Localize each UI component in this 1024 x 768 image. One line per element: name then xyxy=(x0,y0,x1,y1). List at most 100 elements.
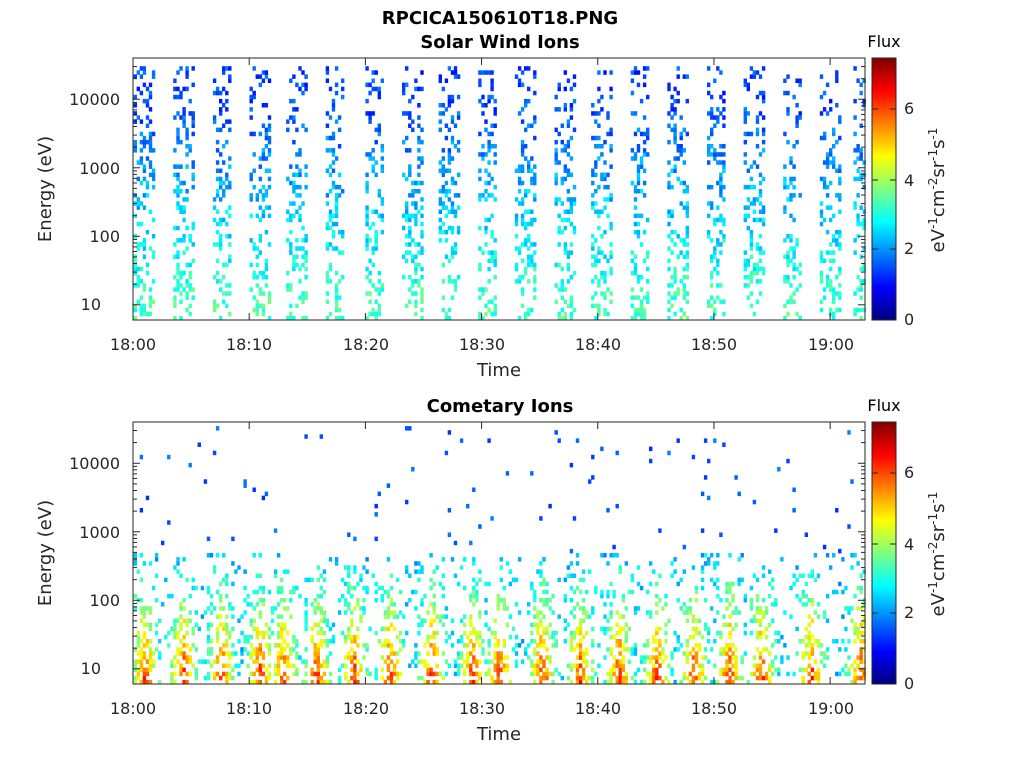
heatmap-cell xyxy=(542,671,546,677)
heatmap-cell xyxy=(402,275,406,280)
heatmap-cell xyxy=(142,98,147,104)
heatmap-cell xyxy=(713,663,717,668)
heatmap-cell xyxy=(798,82,802,88)
heatmap-cell xyxy=(575,438,580,443)
heatmap-cell xyxy=(188,593,192,599)
heatmap-cell xyxy=(353,651,357,656)
heatmap-cell xyxy=(417,209,421,214)
heatmap-cell xyxy=(789,283,793,288)
heatmap-cell xyxy=(679,307,683,313)
heatmap-cell xyxy=(795,311,799,317)
heatmap-cell xyxy=(508,581,513,587)
heatmap-cell xyxy=(691,614,696,619)
heatmap-cell xyxy=(768,569,772,574)
heatmap-cell xyxy=(148,561,153,566)
heatmap-cell xyxy=(481,193,485,198)
heatmap-cell xyxy=(722,144,726,149)
heatmap-cell xyxy=(600,593,604,599)
heatmap-cell xyxy=(594,254,598,259)
heatmap-cell xyxy=(716,630,720,636)
heatmap-cell xyxy=(621,647,625,652)
heatmap-cell xyxy=(795,266,799,272)
heatmap-cell xyxy=(853,98,857,104)
heatmap-cell xyxy=(566,279,571,284)
heatmap-cell xyxy=(402,172,406,178)
heatmap-cell xyxy=(804,593,808,599)
heatmap-cell xyxy=(795,242,799,247)
heatmap-cell xyxy=(267,651,272,656)
heatmap-cell xyxy=(481,315,485,321)
heatmap-cell xyxy=(591,303,595,309)
heatmap-cell xyxy=(490,82,494,88)
heatmap-cell xyxy=(835,589,839,595)
heatmap-cell xyxy=(603,630,607,636)
heatmap-cell xyxy=(722,622,726,628)
heatmap-cell xyxy=(188,462,192,468)
heatmap-cell xyxy=(758,189,763,194)
heatmap-cell xyxy=(191,258,195,264)
heatmap-cell xyxy=(557,131,561,137)
heatmap-cell xyxy=(185,135,189,141)
heatmap-cell xyxy=(758,610,763,615)
heatmap-cell xyxy=(270,618,275,623)
heatmap-cell xyxy=(194,667,198,673)
heatmap-cell xyxy=(261,663,266,668)
heatmap-cell xyxy=(255,626,259,632)
heatmap-cell xyxy=(392,610,397,615)
heatmap-cell xyxy=(365,209,369,214)
heatmap-cell xyxy=(819,201,824,206)
heatmap-cell xyxy=(588,569,592,574)
heatmap-cell xyxy=(749,585,754,591)
heatmap-cell xyxy=(838,234,842,239)
heatmap-cell xyxy=(301,90,305,96)
heatmap-cell xyxy=(405,82,409,88)
heatmap-cell xyxy=(280,643,284,648)
heatmap-cell xyxy=(618,630,622,636)
heatmap-cell xyxy=(566,172,571,178)
heatmap-cell xyxy=(520,213,525,219)
heatmap-cell xyxy=(642,180,647,186)
heatmap-cell xyxy=(240,614,244,619)
heatmap-cell xyxy=(222,262,226,268)
heatmap-cell xyxy=(478,246,482,251)
heatmap-cell xyxy=(481,287,485,292)
heatmap-cell xyxy=(630,156,635,161)
heatmap-cell xyxy=(136,246,140,251)
heatmap-cell xyxy=(222,291,226,296)
heatmap-cell xyxy=(209,593,214,599)
heatmap-cell xyxy=(453,144,458,149)
heatmap-cell xyxy=(344,663,348,668)
heatmap-cell xyxy=(286,659,290,664)
heatmap-cell xyxy=(270,606,275,611)
heatmap-cell xyxy=(295,209,299,214)
heatmap-cell xyxy=(606,184,610,190)
heatmap-cell xyxy=(768,593,772,599)
heatmap-cell xyxy=(609,679,613,685)
heatmap-cell xyxy=(829,283,833,288)
heatmap-cell xyxy=(594,160,598,165)
heatmap-cell xyxy=(359,573,363,578)
heatmap-cell xyxy=(292,647,296,652)
heatmap-cell xyxy=(463,557,467,562)
heatmap-cell xyxy=(597,643,601,648)
heatmap-cell xyxy=(194,585,198,591)
heatmap-cell xyxy=(191,123,195,128)
heatmap-cell xyxy=(859,90,863,96)
heatmap-cell xyxy=(337,172,342,178)
heatmap-cell xyxy=(405,258,409,264)
heatmap-cell xyxy=(475,634,479,640)
heatmap-cell xyxy=(176,647,180,652)
heatmap-cell xyxy=(261,197,266,202)
heatmap-cell xyxy=(151,168,156,173)
heatmap-cell xyxy=(276,667,281,673)
heatmap-cell xyxy=(292,98,296,104)
heatmap-cell xyxy=(148,164,153,169)
heatmap-cell xyxy=(493,238,497,243)
heatmap-cell xyxy=(475,663,479,668)
heatmap-cell xyxy=(768,679,772,685)
heatmap-cell xyxy=(374,287,378,292)
heatmap-cell xyxy=(197,442,201,447)
heatmap-cell xyxy=(139,679,144,685)
heatmap-cell xyxy=(755,131,760,137)
heatmap-cell xyxy=(215,193,220,198)
